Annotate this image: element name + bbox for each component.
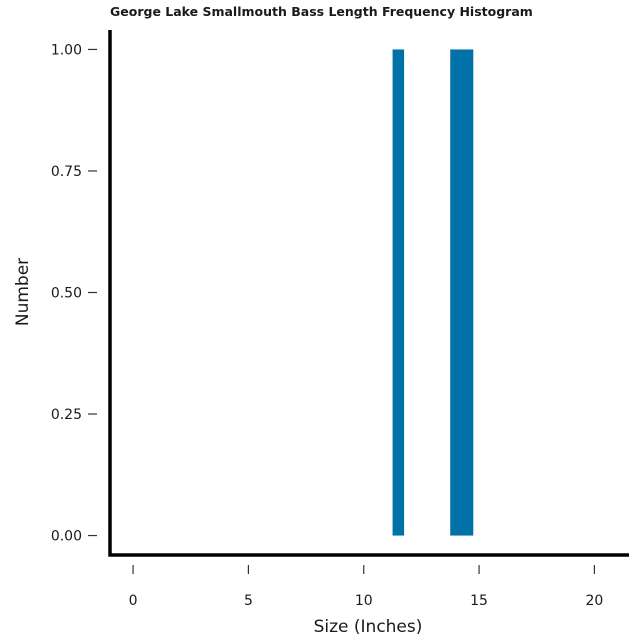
axes-layer: 0.00 0.25 0.50 0.75 1.00 0 5 10 15 20 xyxy=(51,30,629,609)
y-tick-label-2: 0.50 xyxy=(51,286,82,302)
y-axis-label: Number xyxy=(13,258,33,326)
x-tick-label-2: 10 xyxy=(355,593,373,609)
x-tick-label-4: 20 xyxy=(585,593,603,609)
y-tick-label-3: 0.75 xyxy=(51,164,82,180)
y-tick-label-0: 0.00 xyxy=(51,529,82,545)
x-tick-label-3: 15 xyxy=(470,593,488,609)
chart-title: George Lake Smallmouth Bass Length Frequ… xyxy=(110,4,533,19)
histogram-bar-1 xyxy=(450,49,474,536)
x-axis-label: Size (Inches) xyxy=(314,617,423,636)
x-tick-label-1: 5 xyxy=(244,593,253,609)
x-tick-label-0: 0 xyxy=(129,593,138,609)
histogram-bar-0 xyxy=(392,49,405,536)
y-tick-label-4: 1.00 xyxy=(51,42,82,58)
bars-layer xyxy=(392,49,474,536)
y-tick-label-1: 0.25 xyxy=(51,407,82,423)
